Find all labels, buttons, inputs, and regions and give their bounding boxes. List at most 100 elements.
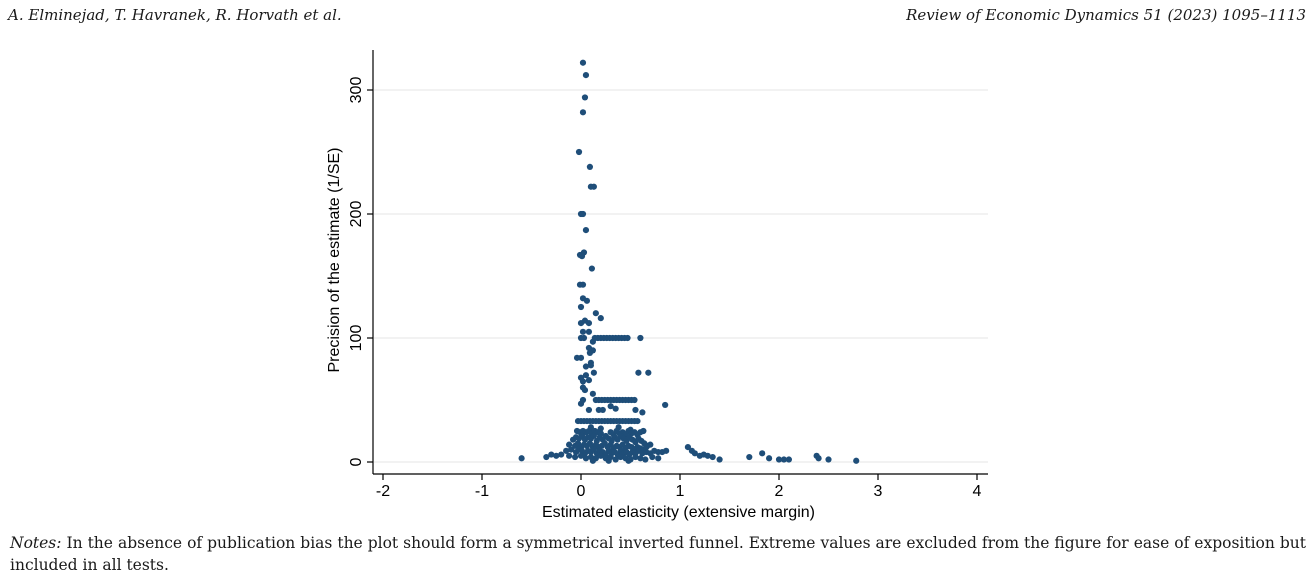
data-point — [643, 444, 650, 451]
data-point — [637, 334, 644, 342]
data-point — [662, 401, 669, 409]
data-point — [590, 369, 597, 376]
data-point — [709, 453, 716, 461]
data-point — [588, 265, 595, 272]
data-point — [649, 453, 656, 461]
data-point — [637, 455, 644, 462]
data-point — [617, 453, 624, 461]
data-point — [585, 320, 593, 327]
data-point — [625, 457, 632, 464]
data-point — [632, 406, 639, 414]
y-axis-title: Precision of the estimate (1/SE) — [326, 148, 343, 373]
running-header-journal: Review of Economic Dynamics 51 (2023) 10… — [906, 6, 1306, 24]
x-tick-label: -1 — [475, 483, 489, 500]
data-point — [586, 349, 594, 356]
data-point — [585, 328, 593, 335]
y-tick-label: 100 — [348, 325, 365, 352]
data-point — [586, 163, 594, 170]
data-point — [582, 72, 590, 79]
notes-text: In the absence of publication bias the p… — [10, 534, 1306, 574]
data-point — [579, 109, 587, 116]
data-point — [597, 315, 604, 322]
data-point — [582, 372, 590, 379]
data-point — [663, 447, 670, 454]
data-point — [582, 227, 590, 234]
data-point — [612, 456, 619, 463]
data-point — [640, 427, 647, 435]
data-point — [577, 452, 585, 459]
x-tick-label: -2 — [376, 483, 390, 500]
data-point — [577, 303, 585, 311]
data-point — [579, 281, 587, 288]
data-point — [815, 455, 822, 462]
data-point — [639, 409, 646, 416]
data-point — [759, 450, 766, 457]
x-axis-title: Estimated elasticity (extensive margin) — [542, 504, 815, 521]
data-point — [691, 450, 698, 457]
data-point — [579, 210, 587, 218]
data-point — [780, 456, 788, 463]
data-point — [582, 455, 590, 462]
data-point — [704, 452, 711, 459]
data-point — [578, 253, 586, 260]
data-point — [518, 455, 525, 462]
data-point — [634, 417, 641, 425]
data-point — [579, 378, 587, 385]
data-point — [766, 455, 773, 462]
data-point — [581, 94, 589, 101]
data-point — [599, 406, 606, 414]
x-tick-label: 2 — [775, 483, 784, 500]
x-tick-label: 1 — [676, 483, 685, 500]
data-point — [568, 446, 575, 453]
data-point — [579, 59, 587, 66]
data-point — [853, 457, 860, 464]
data-point — [563, 447, 570, 454]
x-tick-label: 3 — [874, 483, 883, 500]
data-point — [746, 453, 753, 461]
data-point — [566, 441, 573, 448]
y-tick-label: 300 — [348, 77, 365, 104]
x-tick-label: 4 — [973, 483, 982, 500]
x-tick-label: 0 — [577, 483, 586, 500]
data-point — [587, 362, 595, 369]
data-point — [684, 444, 692, 451]
data-point — [655, 455, 662, 462]
data-point — [624, 334, 631, 342]
data-point — [582, 363, 590, 370]
data-point — [590, 432, 597, 440]
data-point — [571, 453, 579, 461]
data-point — [825, 456, 832, 463]
y-tick-label: 0 — [348, 457, 365, 466]
data-point — [590, 183, 597, 190]
data-point — [581, 386, 589, 394]
data-point — [645, 369, 652, 376]
data-point — [579, 328, 587, 335]
data-point — [635, 369, 642, 376]
data-point — [785, 456, 793, 463]
data-point — [577, 400, 585, 407]
data-point — [632, 453, 639, 461]
data-point — [558, 451, 565, 458]
data-point — [575, 148, 583, 156]
data-point — [548, 451, 555, 458]
data-point — [585, 377, 593, 384]
data-point — [597, 452, 604, 459]
data-point — [543, 453, 550, 461]
notes-label: Notes: — [10, 534, 62, 552]
data-point — [612, 405, 619, 412]
data-point — [605, 457, 612, 464]
data-point — [589, 390, 596, 397]
data-point — [607, 403, 614, 410]
data-point — [775, 456, 783, 463]
data-point — [589, 457, 596, 464]
figure-notes: Notes: In the absence of publication bia… — [10, 532, 1306, 576]
data-point — [566, 452, 573, 459]
data-point — [583, 297, 591, 304]
data-point — [553, 452, 560, 459]
data-point — [592, 310, 599, 317]
data-point — [585, 406, 593, 414]
data-point — [580, 334, 588, 342]
y-tick-label: 200 — [348, 201, 365, 228]
data-point — [716, 456, 723, 463]
